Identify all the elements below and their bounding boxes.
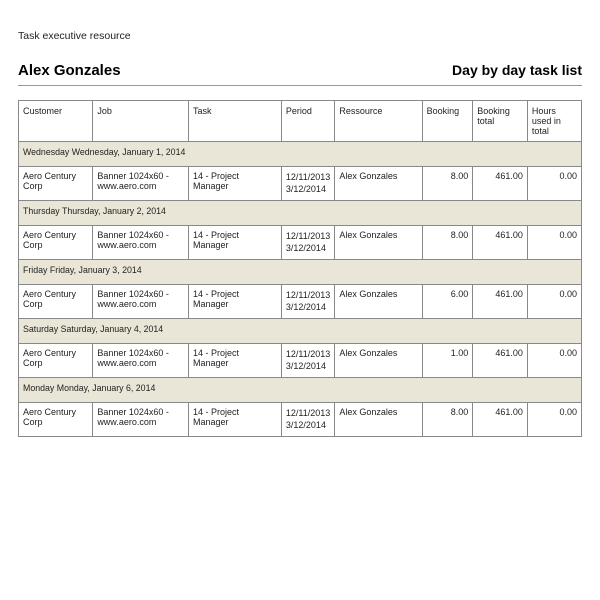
period-from: 12/11/2013: [286, 348, 330, 360]
period-to: 3/12/2014: [286, 360, 330, 372]
cell-job: Banner 1024x60 - www.aero.com: [93, 226, 189, 260]
cell-booking: 6.00: [422, 285, 473, 319]
cell-booking-total: 461.00: [473, 403, 528, 437]
task-table: Customer Job Task Period Ressource Booki…: [18, 100, 582, 437]
col-hours-used: Hours used in total: [527, 101, 581, 142]
cell-customer: Aero Century Corp: [19, 226, 93, 260]
cell-hours-used: 0.00: [527, 167, 581, 201]
cell-job: Banner 1024x60 - www.aero.com: [93, 167, 189, 201]
cell-task: 14 - Project Manager: [189, 226, 282, 260]
cell-task: 14 - Project Manager: [189, 167, 282, 201]
col-task: Task: [189, 101, 282, 142]
cell-hours-used: 0.00: [527, 403, 581, 437]
period-to: 3/12/2014: [286, 242, 330, 254]
cell-hours-used: 0.00: [527, 285, 581, 319]
table-row: Aero Century CorpBanner 1024x60 - www.ae…: [19, 226, 582, 260]
col-booking-total: Booking total: [473, 101, 528, 142]
cell-booking: 8.00: [422, 403, 473, 437]
day-header-label: Saturday Saturday, January 4, 2014: [19, 319, 582, 344]
cell-resource: Alex Gonzales: [335, 285, 422, 319]
day-header-row: Thursday Thursday, January 2, 2014: [19, 201, 582, 226]
cell-period: 12/11/20133/12/2014: [281, 226, 334, 260]
cell-resource: Alex Gonzales: [335, 167, 422, 201]
day-header-label: Thursday Thursday, January 2, 2014: [19, 201, 582, 226]
col-job: Job: [93, 101, 189, 142]
period-from: 12/11/2013: [286, 289, 330, 301]
cell-customer: Aero Century Corp: [19, 344, 93, 378]
day-header-label: Friday Friday, January 3, 2014: [19, 260, 582, 285]
cell-booking: 8.00: [422, 167, 473, 201]
cell-booking-total: 461.00: [473, 167, 528, 201]
period-from: 12/11/2013: [286, 407, 330, 419]
cell-customer: Aero Century Corp: [19, 167, 93, 201]
col-booking: Booking: [422, 101, 473, 142]
cell-period: 12/11/20133/12/2014: [281, 403, 334, 437]
cell-period: 12/11/20133/12/2014: [281, 344, 334, 378]
day-header-label: Monday Monday, January 6, 2014: [19, 378, 582, 403]
day-header-row: Saturday Saturday, January 4, 2014: [19, 319, 582, 344]
table-row: Aero Century CorpBanner 1024x60 - www.ae…: [19, 403, 582, 437]
table-row: Aero Century CorpBanner 1024x60 - www.ae…: [19, 344, 582, 378]
day-header-row: Wednesday Wednesday, January 1, 2014: [19, 142, 582, 167]
table-header-row: Customer Job Task Period Ressource Booki…: [19, 101, 582, 142]
title-divider: [18, 85, 582, 86]
cell-task: 14 - Project Manager: [189, 344, 282, 378]
cell-hours-used: 0.00: [527, 226, 581, 260]
cell-job: Banner 1024x60 - www.aero.com: [93, 285, 189, 319]
cell-customer: Aero Century Corp: [19, 403, 93, 437]
cell-resource: Alex Gonzales: [335, 226, 422, 260]
period-from: 12/11/2013: [286, 230, 330, 242]
table-row: Aero Century CorpBanner 1024x60 - www.ae…: [19, 285, 582, 319]
cell-job: Banner 1024x60 - www.aero.com: [93, 403, 189, 437]
cell-booking: 1.00: [422, 344, 473, 378]
cell-task: 14 - Project Manager: [189, 285, 282, 319]
day-header-label: Wednesday Wednesday, January 1, 2014: [19, 142, 582, 167]
cell-booking: 8.00: [422, 226, 473, 260]
col-period: Period: [281, 101, 334, 142]
cell-customer: Aero Century Corp: [19, 285, 93, 319]
cell-hours-used: 0.00: [527, 344, 581, 378]
col-resource: Ressource: [335, 101, 422, 142]
report-type: Task executive resource: [18, 30, 582, 42]
cell-booking-total: 461.00: [473, 285, 528, 319]
period-to: 3/12/2014: [286, 183, 330, 195]
period-to: 3/12/2014: [286, 419, 330, 431]
table-row: Aero Century CorpBanner 1024x60 - www.ae…: [19, 167, 582, 201]
period-to: 3/12/2014: [286, 301, 330, 313]
title-row: Alex Gonzales Day by day task list: [18, 62, 582, 79]
period-from: 12/11/2013: [286, 171, 330, 183]
day-header-row: Friday Friday, January 3, 2014: [19, 260, 582, 285]
cell-resource: Alex Gonzales: [335, 403, 422, 437]
cell-booking-total: 461.00: [473, 344, 528, 378]
report-title: Day by day task list: [452, 62, 582, 78]
col-customer: Customer: [19, 101, 93, 142]
cell-job: Banner 1024x60 - www.aero.com: [93, 344, 189, 378]
cell-period: 12/11/20133/12/2014: [281, 285, 334, 319]
cell-period: 12/11/20133/12/2014: [281, 167, 334, 201]
day-header-row: Monday Monday, January 6, 2014: [19, 378, 582, 403]
cell-resource: Alex Gonzales: [335, 344, 422, 378]
cell-task: 14 - Project Manager: [189, 403, 282, 437]
person-name: Alex Gonzales: [18, 62, 121, 79]
cell-booking-total: 461.00: [473, 226, 528, 260]
